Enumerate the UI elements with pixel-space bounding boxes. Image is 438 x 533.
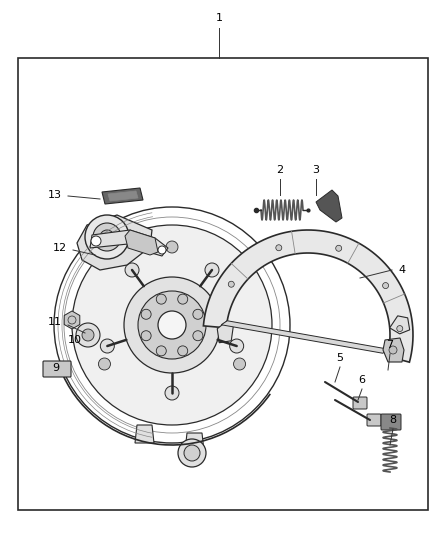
Polygon shape bbox=[203, 230, 413, 362]
Text: 2: 2 bbox=[276, 165, 283, 175]
Polygon shape bbox=[221, 321, 389, 353]
Circle shape bbox=[82, 329, 94, 341]
Circle shape bbox=[228, 281, 234, 287]
Circle shape bbox=[156, 294, 166, 304]
Polygon shape bbox=[102, 188, 143, 204]
Circle shape bbox=[85, 215, 129, 259]
Polygon shape bbox=[383, 338, 404, 362]
Circle shape bbox=[178, 346, 188, 356]
Text: 5: 5 bbox=[336, 353, 343, 363]
Circle shape bbox=[124, 277, 220, 373]
Circle shape bbox=[100, 230, 114, 244]
Text: 12: 12 bbox=[53, 243, 67, 253]
Text: 6: 6 bbox=[358, 375, 365, 385]
Circle shape bbox=[397, 326, 403, 332]
Circle shape bbox=[72, 225, 272, 425]
Circle shape bbox=[125, 263, 139, 277]
Text: 9: 9 bbox=[53, 363, 60, 373]
Polygon shape bbox=[77, 215, 152, 270]
Circle shape bbox=[336, 245, 342, 251]
Text: 11: 11 bbox=[48, 317, 62, 327]
Circle shape bbox=[91, 236, 101, 246]
Circle shape bbox=[233, 358, 246, 370]
FancyBboxPatch shape bbox=[353, 397, 367, 409]
Circle shape bbox=[193, 330, 203, 341]
FancyBboxPatch shape bbox=[381, 414, 401, 430]
Circle shape bbox=[205, 263, 219, 277]
Circle shape bbox=[276, 245, 282, 251]
Circle shape bbox=[382, 282, 389, 288]
Circle shape bbox=[193, 309, 203, 319]
Circle shape bbox=[158, 311, 186, 339]
Polygon shape bbox=[185, 433, 204, 451]
Polygon shape bbox=[316, 190, 342, 222]
Polygon shape bbox=[217, 321, 233, 343]
Circle shape bbox=[141, 309, 151, 319]
Text: 10: 10 bbox=[68, 335, 82, 345]
Polygon shape bbox=[390, 316, 410, 334]
Text: 3: 3 bbox=[312, 165, 319, 175]
Polygon shape bbox=[135, 425, 154, 443]
Polygon shape bbox=[125, 230, 158, 255]
Circle shape bbox=[68, 316, 76, 324]
Text: 1: 1 bbox=[215, 13, 223, 23]
Bar bbox=[18, 58, 428, 510]
FancyBboxPatch shape bbox=[43, 361, 71, 377]
Circle shape bbox=[165, 386, 179, 400]
Text: 13: 13 bbox=[48, 190, 62, 200]
Circle shape bbox=[178, 294, 188, 304]
Circle shape bbox=[76, 323, 100, 347]
Circle shape bbox=[230, 339, 244, 353]
Circle shape bbox=[158, 246, 166, 254]
Circle shape bbox=[184, 445, 200, 461]
FancyBboxPatch shape bbox=[367, 414, 381, 426]
Text: 7: 7 bbox=[386, 340, 394, 350]
Polygon shape bbox=[108, 191, 138, 201]
Circle shape bbox=[141, 330, 151, 341]
Text: 4: 4 bbox=[399, 265, 406, 275]
Circle shape bbox=[156, 346, 166, 356]
Text: 8: 8 bbox=[389, 415, 396, 425]
Polygon shape bbox=[64, 311, 80, 329]
Circle shape bbox=[389, 346, 397, 354]
Circle shape bbox=[99, 358, 110, 370]
Circle shape bbox=[93, 223, 121, 251]
Polygon shape bbox=[90, 230, 168, 256]
Circle shape bbox=[166, 241, 178, 253]
Circle shape bbox=[138, 291, 206, 359]
Circle shape bbox=[178, 439, 206, 467]
Circle shape bbox=[100, 339, 114, 353]
